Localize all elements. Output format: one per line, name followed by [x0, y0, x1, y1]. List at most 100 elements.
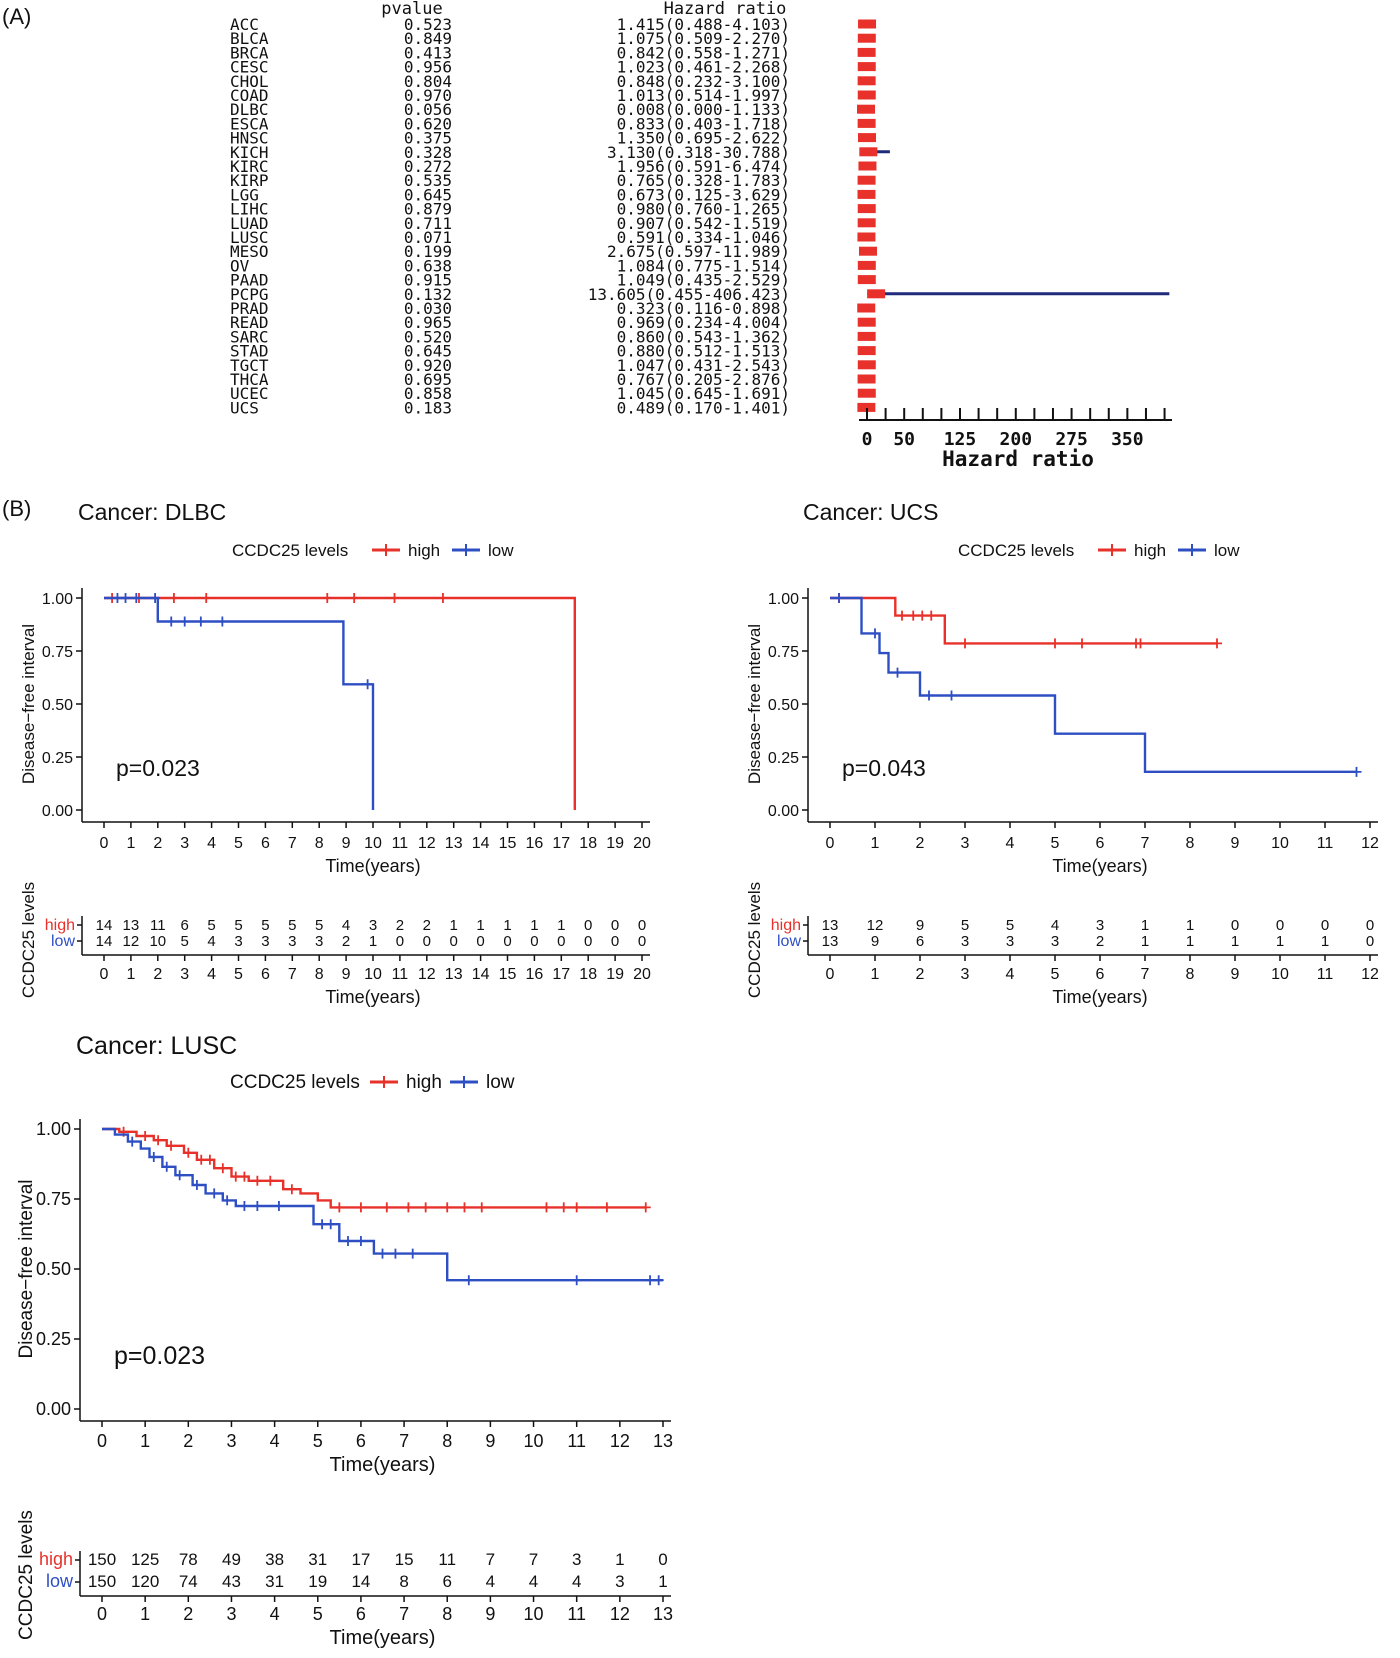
km-y-tick-label: 0.00 — [768, 803, 799, 820]
forest-hr-box — [857, 360, 876, 370]
km-censor-mark-low — [252, 1201, 263, 1211]
km-risk-count-low: 10 — [149, 933, 166, 950]
km-risk-count-low: 4 — [207, 933, 215, 950]
km-risk-count-low: 3 — [1006, 933, 1014, 950]
km-censor-mark-high — [908, 610, 919, 621]
km-censor-mark-high — [389, 593, 400, 603]
forest-cancer-label: HNSC — [230, 129, 269, 148]
km-curve-high — [102, 1127, 646, 1209]
km-risk-count-low: 14 — [96, 933, 113, 950]
forest-hr-box — [857, 232, 876, 242]
km-risk-count-low: 1 — [1231, 933, 1239, 950]
km-x-tick-label: 1 — [126, 835, 135, 852]
km-x-tick-label: 0 — [97, 1431, 107, 1451]
km-risk-count-low: 13 — [822, 933, 839, 950]
km-censor-mark-high — [334, 1202, 345, 1213]
km-risk-x-tick-label: 4 — [1006, 966, 1015, 983]
forest-hr-text: 0.765(0.328-1.783) — [617, 171, 790, 190]
forest-hr-text: 1.075(0.509-2.270) — [617, 29, 790, 48]
km-censor-mark-low — [892, 667, 903, 678]
pvalue-column-header: pvalue — [381, 0, 442, 19]
km-risk-count-low: 1 — [1276, 933, 1284, 950]
panel-label-a: (A) — [2, 4, 31, 29]
km-risk-x-tick-label: 11 — [567, 1604, 586, 1624]
km-x-tick-label: 4 — [270, 1431, 280, 1451]
km-risk-count-high: 1 — [1141, 917, 1149, 934]
km-censor-mark-low — [1351, 766, 1362, 777]
forest-hr-text: 1.045(0.645-1.691) — [617, 384, 790, 403]
km-risk-x-tick-label: 8 — [315, 966, 324, 983]
km-risk-count-high: 0 — [1276, 917, 1284, 934]
km-censor-mark-high — [1077, 638, 1087, 649]
forest-tick-label: 275 — [1055, 429, 1088, 450]
forest-hr-text: 0.860(0.543-1.362) — [617, 327, 790, 346]
km-x-tick-label: 0 — [100, 835, 109, 852]
km-risk-count-low: 14 — [351, 1572, 370, 1591]
km-risk-x-tick-label: 3 — [226, 1604, 236, 1624]
forest-cancer-label: MESO — [230, 242, 269, 261]
km-censor-mark-high — [1050, 638, 1060, 649]
km-legend-low-label: low — [1214, 541, 1240, 560]
forest-cancer-label: PRAD — [230, 299, 269, 318]
km-censor-mark-high — [355, 1202, 366, 1213]
km-risk-count-low: 1 — [1321, 933, 1329, 950]
forest-hr-box — [858, 19, 877, 29]
km-censor-mark-high — [541, 1202, 552, 1213]
km-risk-count-low: 19 — [308, 1572, 327, 1591]
forest-hr-box — [857, 388, 876, 398]
km-risk-count-high: 5 — [961, 917, 969, 934]
km-risk-x-tick-label: 7 — [288, 966, 297, 983]
forest-hr-box — [857, 275, 876, 285]
km-censor-mark-low — [166, 616, 177, 627]
km-censor-mark-high — [196, 1154, 207, 1165]
forest-cancer-label: KICH — [230, 143, 269, 162]
km-y-tick-label: 0.50 — [768, 697, 799, 714]
km-legend-title: CCDC25 levels — [958, 541, 1074, 560]
km-risk-x-tick-label: 4 — [270, 1604, 280, 1624]
km-risk-count-high: 14 — [96, 917, 113, 934]
forest-cancer-label: COAD — [230, 86, 269, 105]
km-risk-count-high: 5 — [207, 917, 215, 934]
forest-hr-box — [857, 331, 876, 341]
forest-hr-text: 0.323(0.116-0.898) — [617, 299, 790, 318]
km-risk-count-low: 3 — [961, 933, 969, 950]
km-censor-mark-low — [325, 1219, 336, 1230]
km-legend-title: CCDC25 levels — [232, 541, 348, 560]
forest-cancer-label: LIHC — [230, 200, 269, 219]
km-risk-x-tick-label: 2 — [916, 966, 925, 983]
km-risk-x-tick-label: 8 — [442, 1604, 452, 1624]
km-risk-x-tick-label: 0 — [97, 1604, 107, 1624]
forest-cancer-label: CHOL — [230, 72, 269, 91]
km-risk-low-label: low — [51, 933, 75, 950]
km-censor-mark-low — [161, 1161, 172, 1172]
forest-hr-text: 3.130(0.318-30.788) — [607, 143, 790, 162]
km-risk-count-high: 38 — [265, 1550, 284, 1569]
km-risk-count-high: 5 — [1006, 917, 1014, 934]
km-risk-count-high: 11 — [438, 1550, 456, 1569]
km-legend-high-label: high — [406, 1072, 442, 1093]
km-x-tick-label: 3 — [180, 835, 189, 852]
km-risk-x-tick-label: 20 — [633, 966, 651, 983]
forest-hr-box — [857, 90, 876, 100]
forest-cancer-label: OV — [230, 256, 250, 275]
km-risk-count-high: 5 — [315, 917, 323, 934]
km-censor-mark-high — [349, 593, 360, 603]
km-censor-mark-low — [377, 1248, 388, 1259]
km-censor-mark-high — [153, 1135, 164, 1146]
km-censor-mark-high — [201, 593, 212, 603]
km-risk-count-high: 2 — [396, 917, 404, 934]
km-risk-high-label: high — [771, 917, 801, 934]
km-x-tick-label: 7 — [288, 835, 297, 852]
forest-pvalue: 0.858 — [404, 384, 452, 403]
km-risk-y-label: CCDC25 levels — [16, 1510, 37, 1640]
km-risk-count-low: 0 — [530, 933, 538, 950]
km-risk-x-tick-label: 15 — [499, 966, 517, 983]
forest-pvalue: 0.879 — [404, 200, 452, 219]
km-risk-high-label: high — [45, 917, 75, 934]
km-y-axis-label: Disease−free interval — [16, 1179, 37, 1358]
km-x-tick-label: 12 — [418, 835, 436, 852]
km-x-tick-label: 9 — [342, 835, 351, 852]
forest-pvalue: 0.375 — [404, 129, 452, 148]
forest-hr-text: 1.956(0.591-6.474) — [617, 157, 790, 176]
